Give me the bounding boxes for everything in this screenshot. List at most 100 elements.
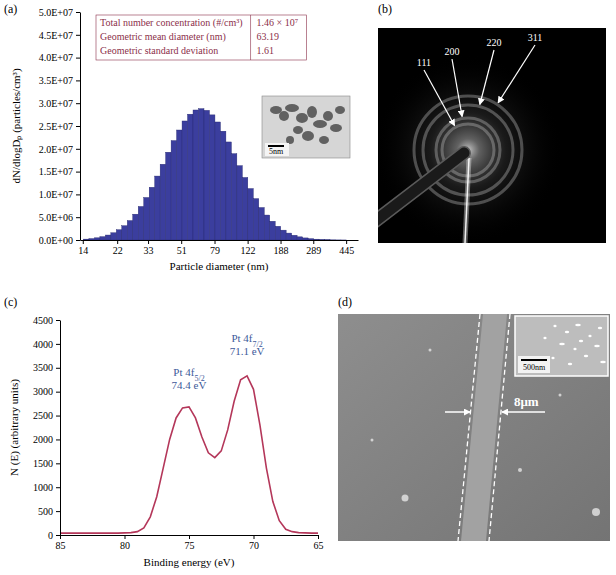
particle <box>594 345 600 347</box>
tick-label: 4500 <box>33 315 53 326</box>
halo <box>378 55 563 243</box>
particle <box>296 113 308 123</box>
panel: 8580757065050010001500200025003000350040… <box>8 315 324 569</box>
bar <box>335 239 340 240</box>
tick-label: 80 <box>120 540 130 551</box>
tick: 70 <box>249 535 259 551</box>
tick-mark <box>76 58 80 59</box>
panel-label: (b) <box>378 2 392 16</box>
peak-label-text: Pt 4f <box>173 366 194 378</box>
tick: 2.5E+07 <box>39 121 80 132</box>
particle <box>330 124 342 132</box>
panel-label: (d) <box>338 295 352 309</box>
bar <box>248 189 253 240</box>
tick: 4.5E+07 <box>39 30 80 41</box>
tick-mark <box>125 535 126 539</box>
tick-mark <box>76 217 80 218</box>
panel: 111200220311 <box>373 28 606 245</box>
particle <box>559 343 565 345</box>
tick-label: 14 <box>78 245 88 256</box>
bar <box>275 226 280 240</box>
bar <box>319 239 324 240</box>
table-frame <box>96 15 307 60</box>
tick-mark <box>56 320 60 321</box>
tick-label: 3.0E+07 <box>39 98 73 109</box>
scale-bar-bg <box>265 143 289 156</box>
tick-mark <box>148 240 149 244</box>
table-cell: Total number concentration (#/cm³) <box>100 17 243 29</box>
tick-mark <box>76 35 80 36</box>
tick-mark <box>56 511 60 512</box>
particle <box>518 468 522 472</box>
tick-label: 0.0E+00 <box>39 235 73 246</box>
tick-mark <box>83 240 84 244</box>
particle <box>279 111 289 121</box>
tick: 3.0E+07 <box>39 98 80 109</box>
table-cell: 1.61 <box>257 45 275 56</box>
y-axis-title: dN/dlogDₚ (particles/cm³) <box>10 68 23 183</box>
tick: 5.0E+07 <box>39 7 80 18</box>
ring-label: 220 <box>487 37 502 48</box>
bar <box>144 198 149 240</box>
tick: 4500 <box>33 315 60 326</box>
peak-energy: 71.1 eV <box>230 345 265 357</box>
particle <box>335 106 345 114</box>
width-arrow <box>445 411 470 413</box>
tick-label: 85 <box>56 540 66 551</box>
tick-label: 1.5E+07 <box>39 166 73 177</box>
particle <box>307 106 317 118</box>
bar <box>100 237 105 240</box>
tick-mark <box>56 368 60 369</box>
ring-label: 111 <box>417 57 431 68</box>
table-cell: Geometric standard deviation <box>100 45 218 56</box>
tick-mark <box>56 392 60 393</box>
tick-mark <box>56 535 60 536</box>
bar <box>209 115 214 240</box>
particle <box>573 348 576 350</box>
tick-label: 65 <box>314 540 324 551</box>
x-axis: 1422335179122188289445 <box>78 240 358 256</box>
tick-label: 3500 <box>33 362 53 373</box>
bar <box>292 235 297 240</box>
tick-mark <box>76 12 80 13</box>
bar <box>111 233 116 240</box>
tick-label: 3000 <box>33 386 53 397</box>
beam-stop <box>378 153 464 222</box>
tick: 75 <box>185 535 195 551</box>
scale-bar-label: 500nm <box>523 363 546 372</box>
particle <box>286 136 294 144</box>
tick: 122 <box>241 240 256 256</box>
table-cell: 1.46 × 10⁷ <box>257 17 299 28</box>
tick-mark <box>76 126 80 127</box>
tick-mark <box>76 240 80 241</box>
bar <box>122 226 127 240</box>
strip-edge <box>489 314 510 541</box>
tick-mark <box>76 194 80 195</box>
bar <box>303 238 308 240</box>
particle <box>559 394 562 397</box>
tick: 5.0E+06 <box>39 212 80 223</box>
bar <box>231 154 236 240</box>
stats-table: Total number concentration (#/cm³) 1.46 ×… <box>96 15 307 60</box>
tick: 0.0E+00 <box>39 235 80 246</box>
particle <box>565 331 569 333</box>
bar <box>314 239 319 240</box>
bar <box>94 238 99 240</box>
tick: 22 <box>113 240 123 256</box>
tick-label: 5.0E+06 <box>39 212 73 223</box>
bar <box>155 176 160 240</box>
axis-line <box>81 240 359 241</box>
tick: 188 <box>274 240 289 256</box>
bar <box>149 187 154 240</box>
tick-mark <box>181 240 182 244</box>
scale-bar-bg <box>518 356 550 373</box>
tick-mark <box>76 103 80 104</box>
particle <box>568 363 572 365</box>
panel: 14223351791221882894450.0E+005.0E+061.0E… <box>10 7 359 273</box>
streak <box>465 158 469 243</box>
axis-line <box>80 13 81 241</box>
particle <box>592 508 600 516</box>
y-axis: 050010001500200025003000350040004500 <box>33 315 61 541</box>
tick: 4.0E+07 <box>39 52 80 63</box>
tick: 2.0E+07 <box>39 144 80 155</box>
